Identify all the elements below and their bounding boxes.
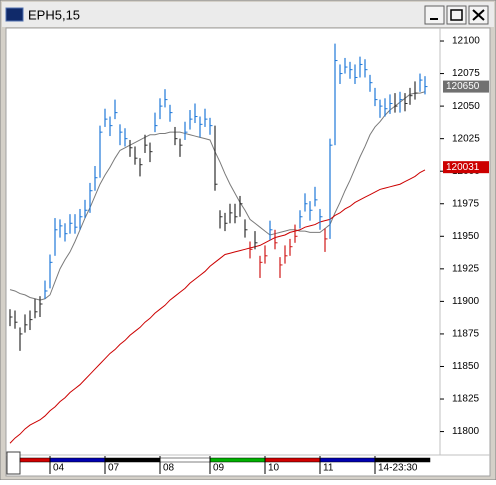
- last-price-label: 120650: [446, 81, 480, 92]
- maximize-button[interactable]: [446, 5, 467, 25]
- x-tick-label: 08: [163, 463, 175, 474]
- chart-area: [5, 27, 491, 477]
- session-segment: [209, 457, 266, 463]
- y-tick-label: 12050: [452, 101, 480, 112]
- session-segment: [19, 457, 51, 463]
- x-tick-label: 11: [323, 463, 334, 474]
- y-tick-label: 11900: [452, 296, 480, 307]
- x-tick-label: 07: [108, 463, 120, 474]
- corner-box[interactable]: [6, 451, 21, 475]
- x-tick-label: 09: [213, 463, 225, 474]
- y-tick-label: 11925: [452, 263, 480, 274]
- session-segment: [264, 457, 321, 463]
- session-segment: [104, 457, 161, 463]
- title-bar: [2, 2, 494, 27]
- minimize-button[interactable]: [424, 5, 445, 25]
- session-segment: [319, 457, 376, 463]
- app-icon[interactable]: [5, 7, 24, 22]
- x-tick-label: 04: [53, 463, 65, 474]
- window-title: EPH5,15: [28, 7, 80, 22]
- y-tick-label: 11850: [452, 361, 480, 372]
- y-tick-label: 12025: [452, 133, 480, 144]
- session-segment: [159, 457, 211, 463]
- y-tick-label: 12075: [452, 68, 480, 79]
- moving-average: [9, 91, 426, 301]
- last-price-label-box: [443, 80, 489, 93]
- close-button[interactable]: [468, 5, 489, 25]
- session-segment: [374, 457, 431, 463]
- y-tick-label: 11950: [452, 231, 480, 242]
- y-tick-label: 11975: [452, 198, 480, 209]
- moving-average: [9, 169, 426, 444]
- ma-value-label: 120031: [446, 162, 480, 173]
- x-tick-label: 10: [268, 463, 280, 474]
- y-tick-label: 11800: [452, 426, 480, 437]
- y-tick-label: 11825: [452, 394, 480, 405]
- session-segment: [49, 457, 106, 463]
- y-tick-label: 12100: [452, 36, 480, 47]
- y-tick-label: 11875: [452, 329, 480, 340]
- x-tick-label: 14-23:30: [378, 463, 418, 474]
- ma-value-label-box: [443, 161, 489, 174]
